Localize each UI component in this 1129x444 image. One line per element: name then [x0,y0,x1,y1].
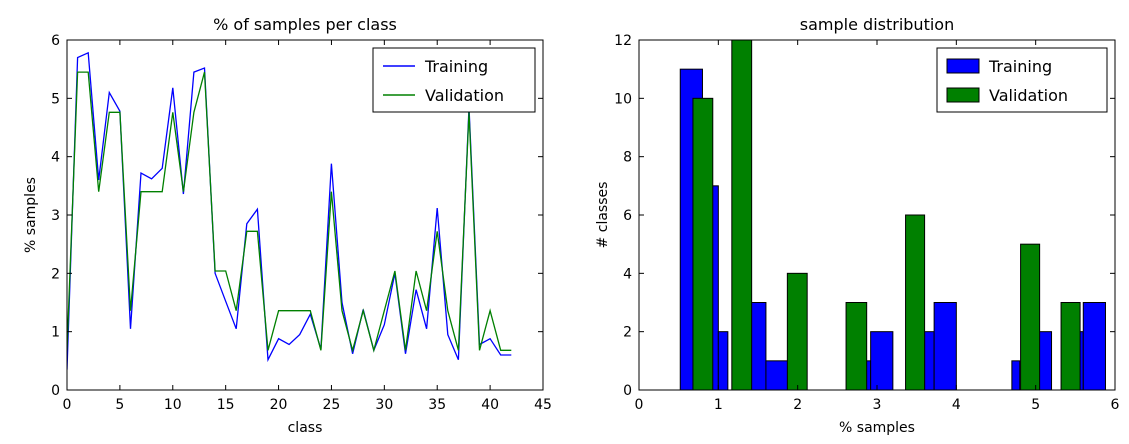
bar-training [1082,302,1106,390]
line-series-validation [67,71,512,353]
line-series-training [67,51,512,370]
legend-label: Validation [989,86,1068,105]
x-tick-label: 25 [323,397,341,413]
x-tick-label: 10 [164,397,182,413]
y-axis-label: % samples [23,177,39,253]
y-tick-label: 2 [623,325,632,341]
x-tick-label: 40 [481,397,499,413]
x-tick-label: 1 [714,397,723,413]
bar-training [749,302,767,390]
y-tick-label: 5 [51,91,60,107]
plot-marks [67,51,512,370]
plot-marks [679,40,1106,390]
legend-box [372,47,536,113]
y-axis-label: # classes [595,182,611,249]
y-tick-label: 1 [51,325,60,341]
x-tick-label: 35 [428,397,446,413]
x-tick-label: 0 [635,397,644,413]
bar-validation [786,272,808,390]
x-tick-label: 45 [534,397,552,413]
legend-label: Validation [425,86,504,105]
bar-validation [905,214,926,390]
bar-validation [845,302,868,390]
bar-training [870,331,894,390]
bar-training [933,302,957,390]
y-tick-label: 3 [51,208,60,224]
y-tick-label: 4 [623,266,632,282]
y-tick-label: 8 [623,150,632,166]
bar-training [765,360,789,390]
x-tick-label: 20 [270,397,288,413]
bar-training [717,331,729,390]
y-tick-label: 6 [623,208,632,224]
chart-title: % of samples per class [213,15,397,34]
x-axis-label: % samples [839,420,915,436]
chart-title: sample distribution [800,15,954,34]
y-tick-label: 12 [614,33,632,49]
bar-training [1011,360,1021,390]
x-tick-label: 0 [63,397,72,413]
y-tick-label: 4 [51,150,60,166]
bar-validation [1060,302,1081,390]
x-tick-label: 15 [217,397,235,413]
legend-label: Training [424,57,488,76]
legend: Training Validation [936,47,1108,113]
bar-validation [1020,243,1041,390]
x-tick-label: 4 [952,397,961,413]
x-tick-label: 30 [375,397,393,413]
y-tick-label: 6 [51,33,60,49]
y-tick-label: 2 [51,266,60,282]
legend-swatch-validation [946,87,980,103]
y-tick-label: 0 [51,383,60,399]
y-tick-label: 10 [614,91,632,107]
x-tick-label: 5 [115,397,124,413]
legend: Training Validation [372,47,536,113]
legend-label: Training [988,57,1052,76]
bar-validation [731,40,753,390]
bar-training [924,331,935,390]
x-tick-label: 5 [1031,397,1040,413]
x-tick-label: 2 [793,397,802,413]
x-tick-label: 6 [1111,397,1120,413]
x-tick-label: 3 [873,397,882,413]
legend-swatch-training [946,58,980,74]
bar-validation [692,97,714,390]
x-axis-label: class [288,420,323,436]
y-tick-label: 0 [623,383,632,399]
